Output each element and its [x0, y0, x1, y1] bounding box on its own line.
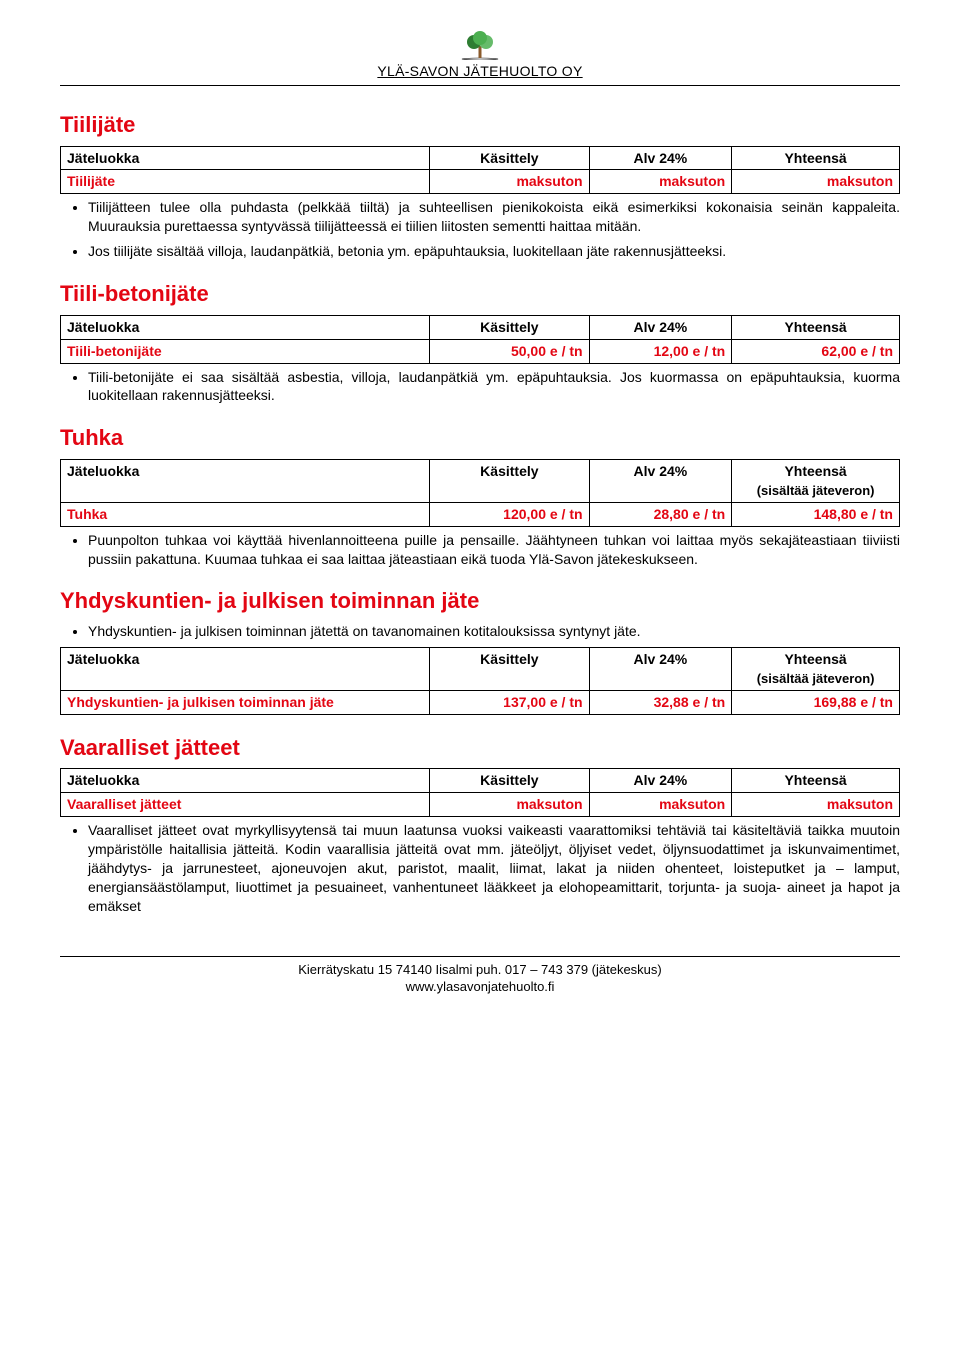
bullets-vaaralliset: Vaaralliset jätteet ovat myrkyllisyytens… — [60, 821, 900, 915]
td: 12,00 e / tn — [589, 339, 732, 363]
td: 28,80 e / tn — [589, 502, 732, 526]
page-header: YLÄ-SAVON JÄTEHUOLTO OY — [60, 30, 900, 86]
th: Yhteensä — [732, 146, 900, 170]
th: Käsittely — [430, 648, 589, 691]
bullets-tiilijate: Tiilijätteen tulee olla puhdasta (pelkkä… — [60, 198, 900, 261]
bullets-tiilibetoni: Tiili-betonijäte ei saa sisältää asbesti… — [60, 368, 900, 406]
yhteensa-sub: (sisältää jäteveron) — [757, 483, 875, 498]
th: Jäteluokka — [61, 648, 430, 691]
table-header-row: Jäteluokka Käsittely Alv 24% Yhteensä — [61, 146, 900, 170]
th: Jäteluokka — [61, 315, 430, 339]
table-header-row: Jäteluokka Käsittely Alv 24% Yhteensä — [61, 769, 900, 793]
yhteensa-sub: (sisältää jäteveron) — [757, 671, 875, 686]
td: 50,00 e / tn — [430, 339, 589, 363]
th: Jäteluokka — [61, 146, 430, 170]
section-title-tiilijate: Tiilijäte — [60, 110, 900, 140]
bullet: Puunpolton tuhkaa voi käyttää hivenlanno… — [88, 531, 900, 569]
table-tiilibetoni: Jäteluokka Käsittely Alv 24% Yhteensä Ti… — [60, 315, 900, 364]
table-row: Vaaralliset jätteet maksuton maksuton ma… — [61, 793, 900, 817]
th: Yhteensä — [732, 769, 900, 793]
table-row: Tuhka 120,00 e / tn 28,80 e / tn 148,80 … — [61, 502, 900, 526]
page-footer: Kierrätyskatu 15 74140 Iisalmi puh. 017 … — [60, 956, 900, 996]
th: Alv 24% — [589, 459, 732, 502]
section-title-vaaralliset: Vaaralliset jätteet — [60, 733, 900, 763]
td: 169,88 e / tn — [732, 690, 900, 714]
table-yhdyskunta: Jäteluokka Käsittely Alv 24% Yhteensä (s… — [60, 647, 900, 715]
td: maksuton — [732, 170, 900, 194]
td: maksuton — [430, 793, 589, 817]
td: maksuton — [589, 170, 732, 194]
section-title-tuhka: Tuhka — [60, 423, 900, 453]
table-header-row: Jäteluokka Käsittely Alv 24% Yhteensä (s… — [61, 459, 900, 502]
td: 32,88 e / tn — [589, 690, 732, 714]
th: Yhteensä — [732, 315, 900, 339]
bullet: Tiilijätteen tulee olla puhdasta (pelkkä… — [88, 198, 900, 236]
th: Jäteluokka — [61, 769, 430, 793]
table-tiilijate: Jäteluokka Käsittely Alv 24% Yhteensä Ti… — [60, 146, 900, 195]
td: maksuton — [430, 170, 589, 194]
th: Yhteensä (sisältää jäteveron) — [732, 459, 900, 502]
table-row: Tiili-betonijäte 50,00 e / tn 12,00 e / … — [61, 339, 900, 363]
company-name: YLÄ-SAVON JÄTEHUOLTO OY — [377, 63, 582, 79]
bullet: Tiili-betonijäte ei saa sisältää asbesti… — [88, 368, 900, 406]
th: Jäteluokka — [61, 459, 430, 502]
bullets-yhdyskunta-top: Yhdyskuntien- ja julkisen toiminnan jäte… — [60, 622, 900, 641]
table-row: Yhdyskuntien- ja julkisen toiminnan jäte… — [61, 690, 900, 714]
th: Käsittely — [430, 459, 589, 502]
section-title-yhdyskunta: Yhdyskuntien- ja julkisen toiminnan jäte — [60, 586, 900, 616]
th: Alv 24% — [589, 648, 732, 691]
yhteensa-label: Yhteensä — [784, 463, 846, 479]
th: Alv 24% — [589, 769, 732, 793]
td: maksuton — [589, 793, 732, 817]
td: Tiili-betonijäte — [61, 339, 430, 363]
td: 120,00 e / tn — [430, 502, 589, 526]
th: Käsittely — [430, 315, 589, 339]
th: Yhteensä (sisältää jäteveron) — [732, 648, 900, 691]
td: Tuhka — [61, 502, 430, 526]
table-vaaralliset: Jäteluokka Käsittely Alv 24% Yhteensä Va… — [60, 768, 900, 817]
logo-wrap — [60, 30, 900, 60]
bullets-tuhka: Puunpolton tuhkaa voi käyttää hivenlanno… — [60, 531, 900, 569]
tree-logo-icon — [460, 30, 500, 60]
td: Vaaralliset jätteet — [61, 793, 430, 817]
td: 62,00 e / tn — [732, 339, 900, 363]
footer-line1: Kierrätyskatu 15 74140 Iisalmi puh. 017 … — [60, 961, 900, 979]
td: Tiilijäte — [61, 170, 430, 194]
footer-line2: www.ylasavonjatehuolto.fi — [60, 978, 900, 996]
bullet: Vaaralliset jätteet ovat myrkyllisyytens… — [88, 821, 900, 915]
table-row: Tiilijäte maksuton maksuton maksuton — [61, 170, 900, 194]
th: Alv 24% — [589, 146, 732, 170]
td: 137,00 e / tn — [430, 690, 589, 714]
yhteensa-label: Yhteensä — [784, 651, 846, 667]
bullet: Jos tiilijäte sisältää villoja, laudanpä… — [88, 242, 900, 261]
bullet: Yhdyskuntien- ja julkisen toiminnan jäte… — [88, 622, 900, 641]
td: Yhdyskuntien- ja julkisen toiminnan jäte — [61, 690, 430, 714]
table-header-row: Jäteluokka Käsittely Alv 24% Yhteensä (s… — [61, 648, 900, 691]
section-title-tiilibetoni: Tiili-betonijäte — [60, 279, 900, 309]
table-tuhka: Jäteluokka Käsittely Alv 24% Yhteensä (s… — [60, 459, 900, 527]
th: Alv 24% — [589, 315, 732, 339]
td: 148,80 e / tn — [732, 502, 900, 526]
td: maksuton — [732, 793, 900, 817]
th: Käsittely — [430, 146, 589, 170]
th: Käsittely — [430, 769, 589, 793]
table-header-row: Jäteluokka Käsittely Alv 24% Yhteensä — [61, 315, 900, 339]
